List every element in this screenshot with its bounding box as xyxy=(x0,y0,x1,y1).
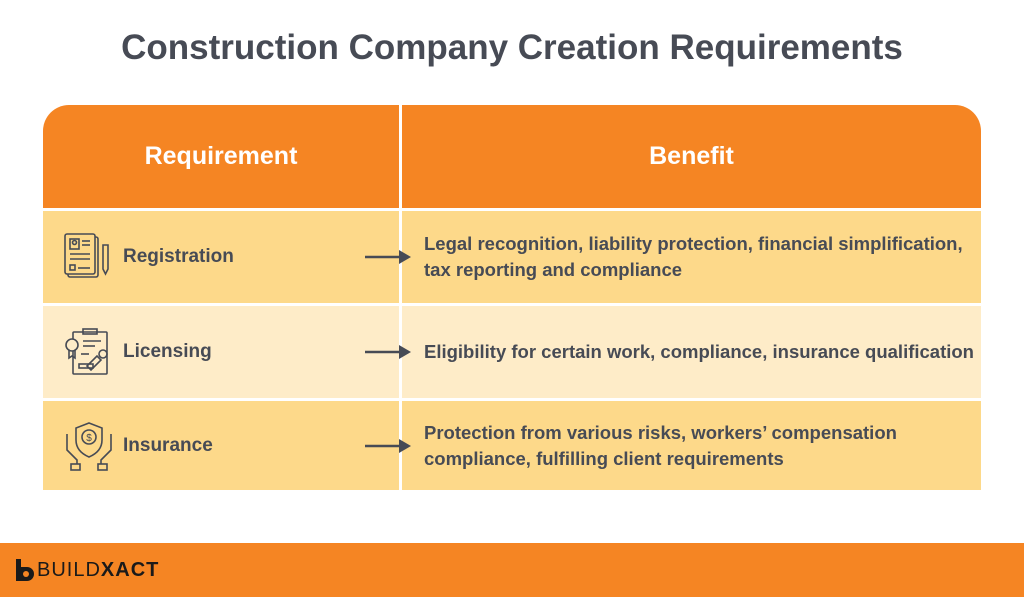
requirements-table: Requirement Benefit Registration Legal r… xyxy=(43,105,981,490)
table-row: $ Insurance Protection from various risk… xyxy=(43,401,981,490)
requirement-label: Insurance xyxy=(123,434,213,456)
benefit-text: Legal recognition, liability protection,… xyxy=(399,211,981,303)
buildxact-logo-icon xyxy=(16,559,34,581)
document-id-icon xyxy=(64,233,109,278)
hands-shield-dollar-icon: $ xyxy=(66,421,112,471)
table-header: Requirement Benefit xyxy=(43,105,981,208)
header-requirement: Requirement xyxy=(144,142,298,170)
page-title: Construction Company Creation Requiremen… xyxy=(121,28,903,67)
table-row: Registration Legal recognition, liabilit… xyxy=(43,211,981,303)
buildxact-logo: BUILD XACT xyxy=(14,557,159,583)
benefit-text: Protection from various risks, workers’ … xyxy=(399,401,981,490)
certificate-stamp-icon xyxy=(65,328,108,375)
arrow-right-icon xyxy=(365,438,411,453)
table-row: Licensing Eligibility for certain work, … xyxy=(43,306,981,398)
benefit-text: Eligibility for certain work, compliance… xyxy=(399,306,981,398)
svg-text:$: $ xyxy=(86,433,92,444)
brand-light: BUILD xyxy=(37,558,101,581)
footer-band: BUILD XACT xyxy=(0,543,1024,597)
brand-bold: XACT xyxy=(100,558,160,581)
requirement-label: Licensing xyxy=(123,341,212,362)
requirement-label: Registration xyxy=(123,246,234,267)
arrow-right-icon xyxy=(365,250,411,264)
header-benefit: Benefit xyxy=(399,105,981,208)
arrow-right-icon xyxy=(365,345,411,359)
